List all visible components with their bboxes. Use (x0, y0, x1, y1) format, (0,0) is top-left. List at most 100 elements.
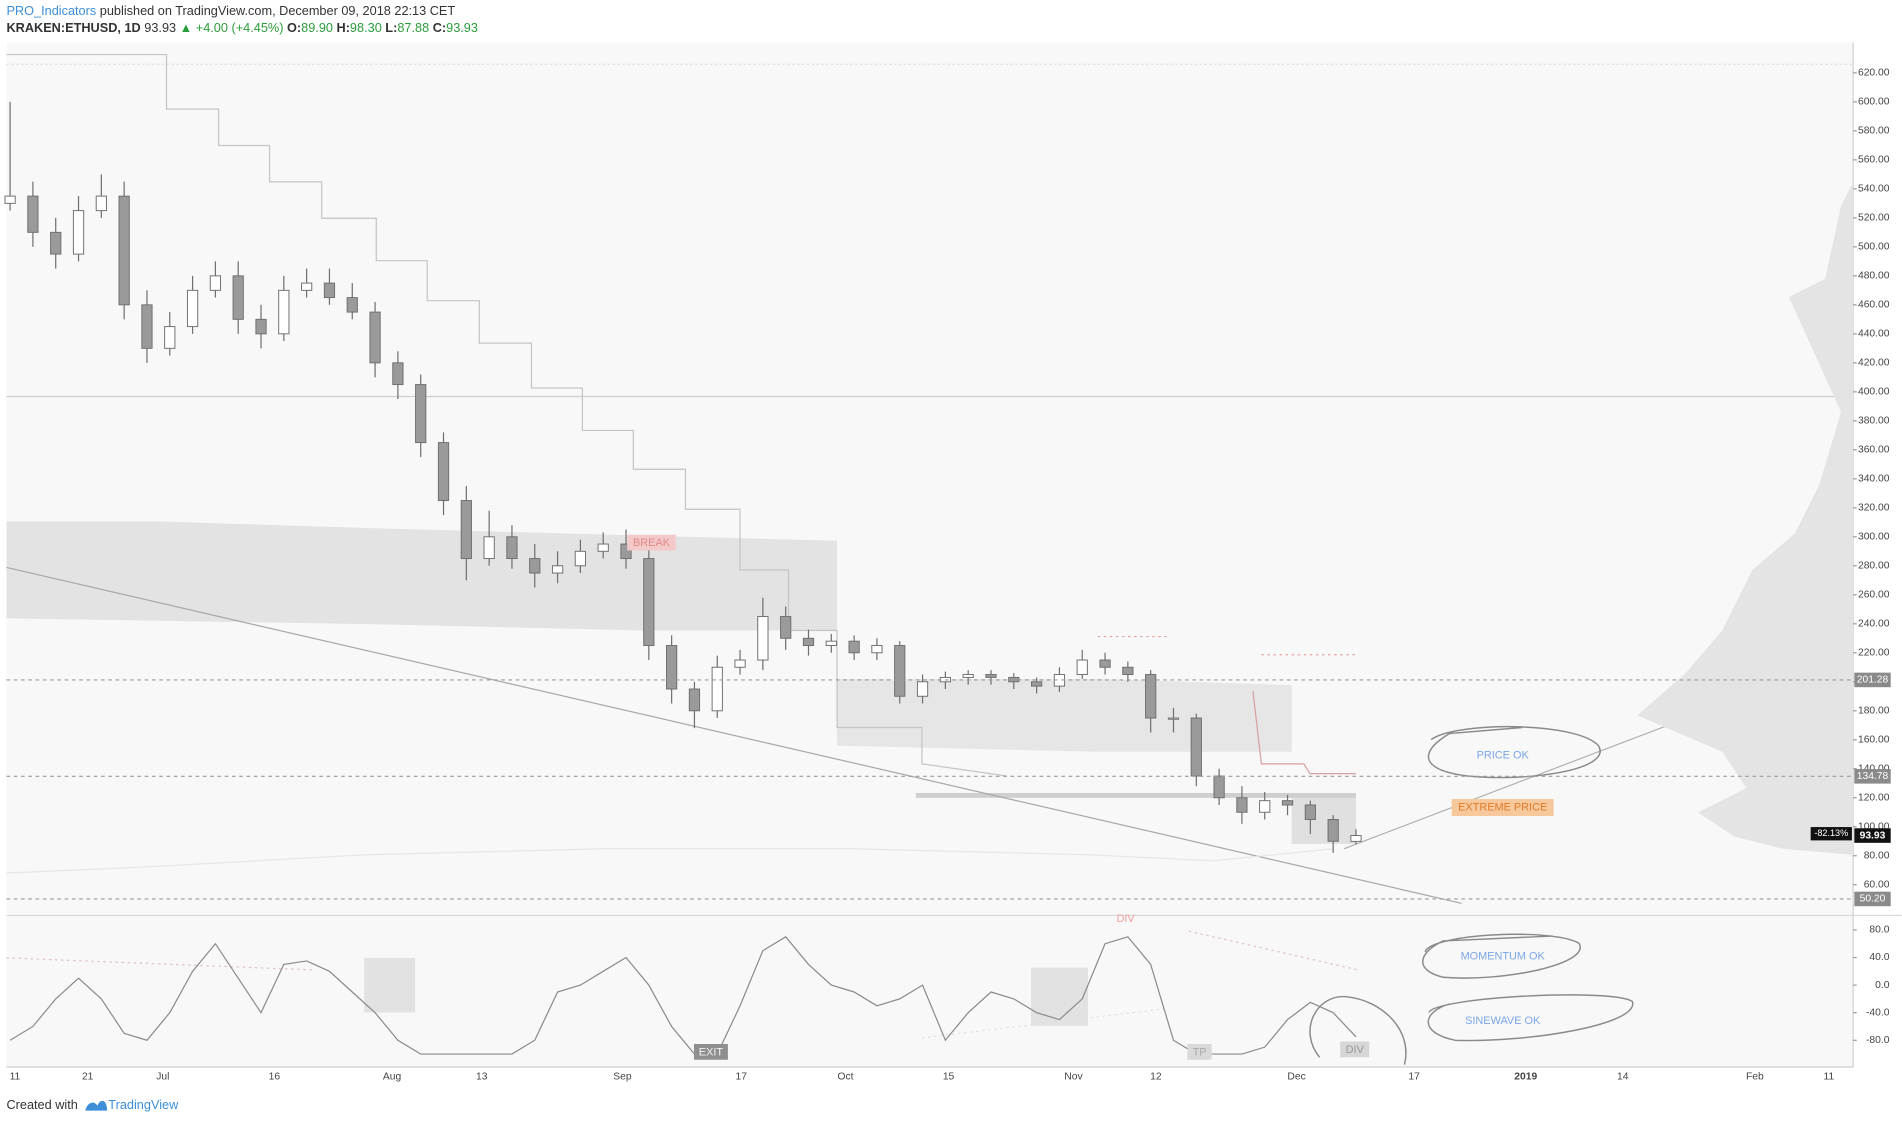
y-tick-label: 480.00 (1858, 271, 1890, 282)
candle-body (1167, 717, 1180, 720)
candle-body (1213, 775, 1225, 799)
candle-body (825, 640, 837, 647)
y-tick-label: 160.00 (1858, 734, 1890, 745)
x-tick-label: 13 (476, 1071, 488, 1082)
candle-body (1327, 819, 1339, 842)
candle-body (346, 297, 358, 313)
x-tick-label: 2019 (1514, 1071, 1537, 1082)
label-bg (627, 534, 676, 551)
candle-body (483, 536, 495, 560)
ohlc-value: 87.88 (397, 20, 429, 35)
divergence-line (1188, 930, 1359, 971)
y-tick-label: 60.00 (1864, 879, 1890, 890)
y-tick-label: 340.00 (1858, 474, 1890, 485)
break-label: BREAK (633, 537, 671, 549)
ohlc-label: C: (433, 20, 446, 35)
zone (364, 957, 416, 1013)
price-tag-label: 50.20 (1860, 894, 1886, 905)
candle-body (1076, 659, 1088, 676)
zone-edge (915, 792, 1356, 798)
y-tick-label: 360.00 (1858, 445, 1890, 456)
price-tag (1854, 672, 1891, 688)
x-tick-label: 12 (1150, 1071, 1162, 1082)
candle-body (1304, 804, 1316, 820)
candle-body (734, 659, 746, 668)
candle-body (1236, 797, 1248, 813)
x-tick-label: Nov (1064, 1071, 1083, 1082)
y-tick-label: 120.00 (1858, 792, 1890, 803)
candle-body (392, 362, 404, 386)
y-tick-label: 600.00 (1858, 97, 1890, 108)
price-tag-label: 201.28 (1857, 675, 1889, 686)
price-tag-label: 134.78 (1857, 771, 1889, 782)
candle-body (1190, 717, 1202, 777)
candle-body (551, 565, 564, 574)
ohlc-label: H: (337, 20, 350, 35)
y-tick-label: 400.00 (1858, 387, 1890, 398)
brand-link[interactable]: TradingView (108, 1097, 179, 1112)
candle-body (802, 637, 815, 647)
ellipse (1427, 994, 1634, 1042)
tp-label: TP (1193, 1046, 1207, 1058)
change: ▲ +4.00 (+4.45%) (180, 20, 284, 35)
logo (85, 1100, 108, 1111)
candle-body (848, 640, 860, 654)
label-bg (1340, 1041, 1370, 1058)
candle-body (780, 616, 792, 639)
candle-body (666, 645, 678, 690)
candle-body (1030, 681, 1043, 687)
candle-body (916, 681, 929, 697)
symbol: KRAKEN:ETHUSD, 1D (6, 20, 140, 35)
candle-body (301, 282, 313, 291)
y-tick-label: -40.0 (1866, 1007, 1890, 1018)
candle-body (1259, 800, 1271, 813)
ellipse (1309, 995, 1407, 1065)
x-tick-label: 14 (1617, 1071, 1629, 1082)
exit-label: EXIT (699, 1046, 724, 1058)
candle-body (688, 688, 701, 712)
trend-line (6, 566, 1462, 904)
candle-body (620, 543, 632, 560)
zone (1031, 967, 1089, 1026)
candle-body (597, 543, 609, 552)
author[interactable]: PRO_Indicators (6, 3, 96, 18)
x-tick-label: 17 (736, 1071, 748, 1082)
candle-body (209, 275, 222, 291)
label-bg (693, 1043, 728, 1060)
candle-body (437, 442, 450, 502)
ohlc-label: L: (385, 20, 397, 35)
y-tick-label: 500.00 (1858, 242, 1890, 253)
y-tick-label: 260.00 (1858, 590, 1890, 601)
label-bg (1187, 1043, 1212, 1060)
extreme-price-label: EXTREME PRICE (1458, 801, 1547, 813)
divergence-line (921, 1008, 1165, 1039)
div-label: DIV (1117, 913, 1136, 925)
y-tick-label: 440.00 (1858, 329, 1890, 340)
x-tick-label: Oct (837, 1071, 853, 1082)
y-tick-label: 540.00 (1858, 184, 1890, 195)
y-tick-label: 420.00 (1858, 358, 1890, 369)
sinewave-ok-label: SINEWAVE OK (1465, 1015, 1541, 1027)
candle-body (894, 645, 906, 697)
candle-body (1281, 800, 1294, 806)
candle-body (72, 210, 85, 255)
stop-line (1252, 691, 1356, 775)
y-tick-label: 320.00 (1858, 503, 1890, 514)
candle-body (1350, 835, 1362, 842)
x-tick-label: Jul (156, 1071, 169, 1082)
y-tick-label: 220.00 (1858, 647, 1890, 658)
candle-body (118, 195, 130, 306)
x-tick-label: Sep (613, 1071, 632, 1082)
last-price-tag (1854, 828, 1891, 843)
y-tick-label: 180.00 (1858, 705, 1890, 716)
y-tick-label: 460.00 (1858, 300, 1890, 311)
y-tick-label: 80.0 (1869, 925, 1889, 936)
y-tick-label: 80.00 (1864, 850, 1890, 861)
y-tick-label: 520.00 (1858, 213, 1890, 224)
candle-body (1122, 666, 1134, 676)
ohlc-value: 89.90 (301, 20, 333, 35)
y-tick-label: 620.00 (1858, 68, 1890, 79)
candle-body (323, 282, 336, 299)
y-tick-label: 100.00 (1858, 821, 1890, 832)
